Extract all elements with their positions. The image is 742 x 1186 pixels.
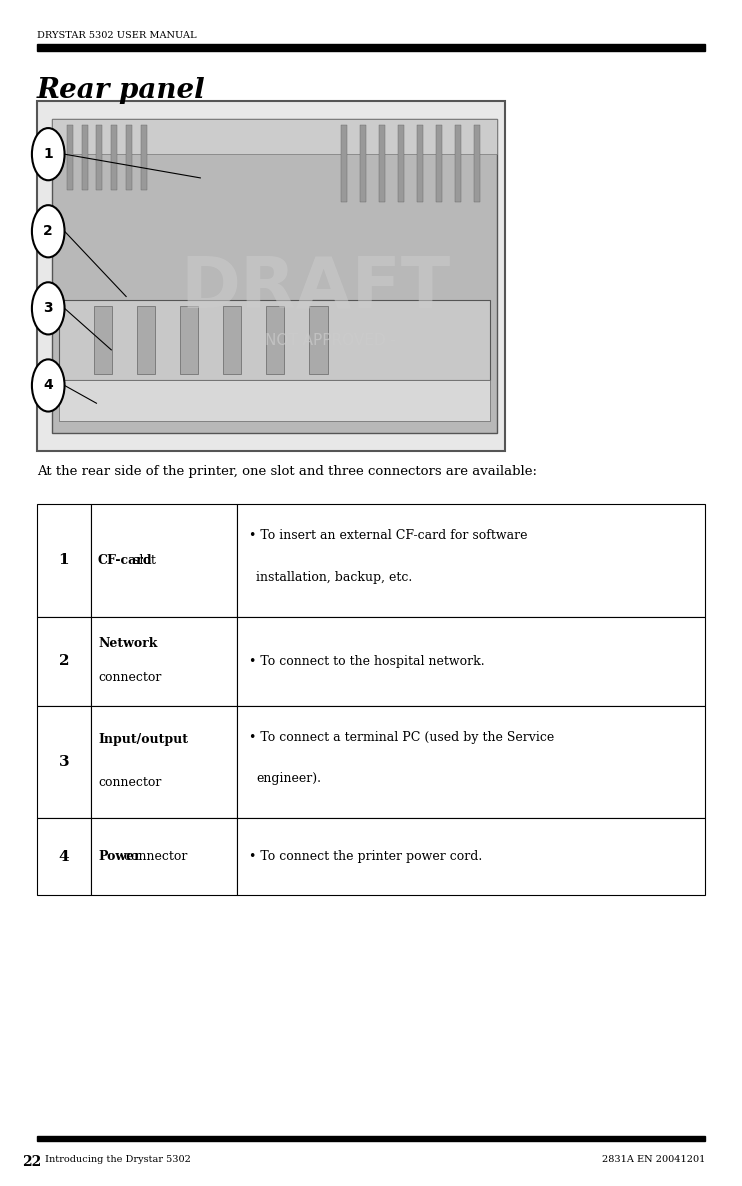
Text: • To insert an external CF-card for software: • To insert an external CF-card for soft… (249, 529, 527, 542)
Text: 1: 1 (43, 147, 53, 161)
Bar (180, 306, 198, 375)
Bar (37, 44, 705, 51)
Bar (126, 125, 132, 190)
Text: Introducing the Drystar 5302: Introducing the Drystar 5302 (45, 1155, 191, 1165)
Text: Input/output: Input/output (98, 733, 188, 746)
Bar (137, 306, 155, 375)
Bar (52, 119, 497, 433)
Text: 22: 22 (22, 1155, 42, 1169)
Bar (341, 125, 347, 202)
Bar (37, 1136, 705, 1141)
Bar (67, 125, 73, 190)
Text: Rear panel: Rear panel (37, 77, 206, 104)
Circle shape (32, 282, 65, 334)
Bar (37, 706, 91, 818)
Bar (237, 706, 705, 818)
Text: 4: 4 (43, 378, 53, 393)
Text: Power: Power (98, 850, 141, 863)
Bar (91, 504, 237, 617)
Bar (237, 504, 705, 617)
Text: DRYSTAR 5302 USER MANUAL: DRYSTAR 5302 USER MANUAL (37, 31, 197, 40)
Bar (37, 504, 91, 617)
Text: connector: connector (98, 671, 161, 683)
Bar (474, 125, 480, 202)
Text: CF-card: CF-card (98, 554, 153, 567)
Bar (111, 125, 117, 190)
Text: DRAFT: DRAFT (180, 253, 450, 323)
Bar (456, 125, 462, 202)
Text: 3: 3 (59, 755, 69, 769)
Text: 1: 1 (59, 554, 69, 567)
Text: • To connect the printer power cord.: • To connect the printer power cord. (249, 850, 482, 863)
Bar (237, 818, 705, 895)
Text: 2: 2 (59, 655, 69, 668)
Bar (141, 125, 147, 190)
Text: 2831A EN 20041201: 2831A EN 20041201 (602, 1155, 705, 1165)
Bar (417, 125, 423, 202)
Bar (237, 617, 705, 706)
Bar (37, 818, 91, 895)
Bar (52, 119, 497, 154)
Bar (309, 306, 327, 375)
Text: 2: 2 (43, 224, 53, 238)
Bar (91, 617, 237, 706)
Text: At the rear side of the printer, one slot and three connectors are available:: At the rear side of the printer, one slo… (37, 465, 537, 478)
Text: • To connect to the hospital network.: • To connect to the hospital network. (249, 655, 485, 668)
Bar (223, 306, 241, 375)
Bar (91, 706, 237, 818)
Bar (436, 125, 442, 202)
Text: slot: slot (129, 554, 156, 567)
Text: • To connect a terminal PC (used by the Service: • To connect a terminal PC (used by the … (249, 731, 554, 744)
Bar (59, 381, 490, 421)
Text: installation, backup, etc.: installation, backup, etc. (256, 570, 413, 584)
Bar (398, 125, 404, 202)
Text: connector: connector (98, 776, 161, 789)
Circle shape (32, 359, 65, 412)
Circle shape (32, 205, 65, 257)
Bar (96, 125, 102, 190)
Bar (91, 818, 237, 895)
Text: 4: 4 (59, 850, 69, 863)
Bar (93, 306, 112, 375)
Bar (379, 125, 385, 202)
Bar (266, 306, 284, 375)
Text: Network: Network (98, 637, 157, 650)
Bar (361, 125, 367, 202)
Circle shape (32, 128, 65, 180)
Bar (37, 617, 91, 706)
Bar (37, 101, 505, 451)
Text: NOT APPROVED -: NOT APPROVED - (265, 333, 395, 349)
Text: connector: connector (120, 850, 188, 863)
Text: engineer).: engineer). (256, 772, 321, 785)
Text: 3: 3 (44, 301, 53, 315)
Bar (59, 300, 490, 381)
Bar (82, 125, 88, 190)
